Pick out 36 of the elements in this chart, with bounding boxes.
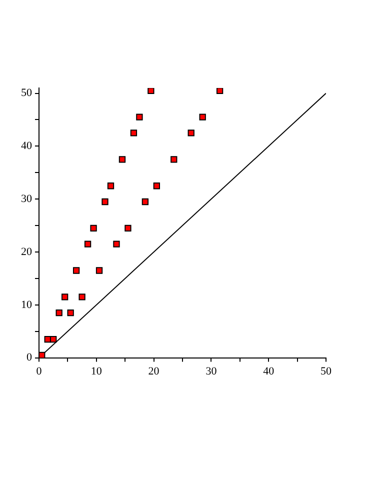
point	[216, 88, 224, 94]
x-tick-label: 20	[148, 365, 160, 378]
point	[50, 336, 57, 343]
point	[153, 182, 160, 190]
point	[102, 198, 108, 206]
point	[84, 240, 92, 248]
point	[62, 294, 68, 300]
point	[96, 267, 103, 274]
y-tick-label: 40	[21, 140, 32, 152]
x-tick-label: 40	[263, 365, 275, 378]
point	[188, 130, 194, 136]
point	[72, 267, 80, 274]
point	[67, 310, 74, 316]
x-tick-label: 0	[36, 365, 42, 378]
y-tick-label: 0	[26, 352, 32, 364]
x-tick-label: 50	[320, 365, 332, 378]
point	[170, 156, 178, 163]
point	[78, 294, 86, 300]
point	[118, 156, 126, 163]
point	[39, 352, 46, 358]
y-tick-label: 10	[21, 298, 32, 311]
point	[107, 182, 114, 190]
y-tick-label: 50	[21, 87, 32, 100]
point	[90, 224, 97, 232]
x-tick-label: 30	[206, 365, 218, 378]
x-tick-label: 10	[90, 365, 102, 378]
point	[199, 114, 206, 120]
point	[113, 240, 120, 248]
point	[56, 310, 62, 316]
point	[148, 88, 154, 94]
point	[136, 114, 143, 120]
point	[130, 130, 138, 136]
point	[124, 224, 132, 232]
point	[142, 198, 149, 206]
y-tick-label: 30	[21, 192, 32, 205]
y-tick-label: 20	[21, 246, 32, 258]
